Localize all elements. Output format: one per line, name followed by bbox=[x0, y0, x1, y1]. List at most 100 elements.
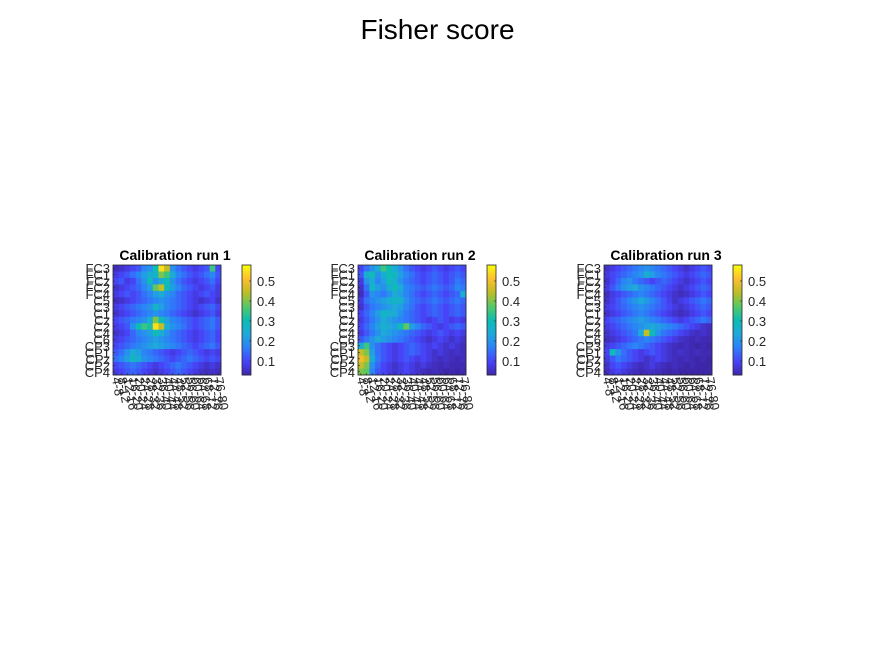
heatmap-cell bbox=[420, 284, 427, 292]
colorbar-segment bbox=[733, 312, 742, 315]
heatmap-cell bbox=[380, 265, 387, 272]
heatmap-cell bbox=[147, 277, 154, 285]
heatmap-cell bbox=[203, 277, 211, 285]
heatmap-cell bbox=[215, 284, 222, 292]
heatmap-cell bbox=[632, 329, 639, 337]
heatmap-cell bbox=[209, 349, 216, 356]
colorbar-segment bbox=[733, 365, 742, 369]
heatmap-cell bbox=[164, 297, 171, 305]
heatmap-cell bbox=[643, 310, 650, 318]
colorbar-segment bbox=[733, 353, 742, 356]
heatmap-cell bbox=[141, 316, 148, 324]
heatmap-cell bbox=[621, 271, 628, 279]
heatmap-cell bbox=[677, 271, 684, 279]
heatmap-cell bbox=[380, 316, 387, 324]
heatmap-cell bbox=[666, 277, 673, 285]
heatmap-cell bbox=[621, 277, 628, 285]
y-tick-label: C6 bbox=[584, 332, 601, 347]
heatmap-cell bbox=[660, 290, 667, 298]
heatmap-cell bbox=[158, 342, 165, 350]
heatmap-cell bbox=[689, 310, 696, 318]
heatmap-cell bbox=[192, 284, 199, 292]
heatmap-cell bbox=[683, 349, 690, 356]
heatmap-cell bbox=[420, 323, 427, 331]
colorbar-segment bbox=[242, 367, 251, 370]
heatmap-cell bbox=[124, 265, 131, 272]
colorbar-segment bbox=[733, 342, 742, 345]
colorbar-segment bbox=[242, 279, 251, 282]
heatmap-cell bbox=[689, 277, 696, 285]
heatmap-cell bbox=[363, 329, 370, 337]
heatmap-cell bbox=[164, 290, 171, 298]
heatmap-cell bbox=[443, 316, 450, 324]
heatmap-panel-2: Calibration run 2 FC3FC1FCzFC2FC4C5C3C1Cz… bbox=[330, 247, 520, 411]
heatmap-cell bbox=[689, 336, 696, 344]
heatmap-cell bbox=[683, 284, 690, 292]
heatmap-cell bbox=[124, 297, 131, 305]
heatmap-cell bbox=[706, 290, 713, 298]
heatmap-cell bbox=[689, 323, 696, 331]
heatmap-cell bbox=[621, 303, 628, 311]
heatmap-cell bbox=[638, 290, 645, 298]
x-tick-label: 72-76 bbox=[697, 376, 718, 411]
y-tick-label: FCz bbox=[86, 274, 110, 289]
heatmap-cell bbox=[448, 265, 456, 272]
heatmap-cell bbox=[215, 271, 222, 279]
heatmap-cell bbox=[192, 355, 199, 363]
heatmap-cell bbox=[443, 355, 450, 363]
heatmap-cell bbox=[454, 265, 461, 272]
heatmap-cell bbox=[443, 349, 450, 356]
colorbar-segment bbox=[487, 349, 496, 352]
colorbar-tick-label: 0.2 bbox=[502, 334, 520, 349]
heatmap-cell bbox=[158, 323, 165, 331]
heatmap-cell bbox=[694, 342, 702, 350]
heatmap-cell bbox=[124, 355, 131, 363]
heatmap-cell bbox=[192, 277, 199, 285]
heatmap-cell bbox=[124, 303, 131, 311]
heatmap-cell bbox=[392, 349, 399, 356]
colorbar-tick-label: 0.3 bbox=[748, 314, 766, 329]
heatmap-cell bbox=[414, 290, 421, 298]
x-tick-label: 56-60 bbox=[428, 376, 449, 411]
heatmap-cell bbox=[414, 342, 421, 350]
heatmap-cell bbox=[169, 323, 176, 331]
heatmap-cell bbox=[649, 284, 656, 292]
heatmap-cell bbox=[175, 290, 182, 298]
heatmap-cell bbox=[431, 284, 438, 292]
heatmap-cell bbox=[209, 271, 216, 279]
heatmap-cell bbox=[158, 290, 165, 298]
x-tick-label: 28-32 bbox=[143, 376, 164, 411]
heatmap-cell bbox=[135, 297, 142, 305]
heatmap-cell bbox=[169, 336, 176, 344]
heatmap-cell bbox=[609, 271, 616, 279]
y-tick-label: FC1 bbox=[85, 268, 110, 283]
y-tick-label: FC3 bbox=[85, 261, 110, 276]
heatmap-cell bbox=[164, 284, 171, 292]
heatmap-cell bbox=[130, 362, 137, 369]
x-tick-label: 44-48 bbox=[411, 376, 432, 411]
heatmap-cell bbox=[192, 336, 199, 344]
heatmap-cell bbox=[175, 329, 182, 337]
x-tick-label: 28-32 bbox=[634, 376, 655, 411]
heatmap-cell bbox=[420, 316, 427, 324]
heatmap-cell bbox=[420, 297, 427, 305]
x-tick-label: 76-80 bbox=[211, 376, 232, 411]
heatmap-cell bbox=[158, 277, 165, 285]
heatmap-cell bbox=[375, 355, 382, 363]
colorbar-segment bbox=[487, 334, 496, 337]
heatmap-cell bbox=[632, 336, 639, 344]
heatmap-cell bbox=[649, 336, 656, 344]
heatmap-cell bbox=[638, 362, 645, 369]
heatmap-cell bbox=[626, 349, 633, 356]
heatmap-cell bbox=[215, 290, 222, 298]
heatmap-cell bbox=[700, 342, 707, 350]
heatmap-cell bbox=[358, 368, 365, 376]
y-tick-label: CP4 bbox=[85, 365, 110, 380]
heatmap-cell bbox=[655, 349, 662, 356]
heatmap-cell bbox=[135, 290, 142, 298]
heatmap-cell bbox=[420, 355, 427, 363]
heatmap-cell bbox=[147, 284, 154, 292]
colorbar-segment bbox=[487, 283, 496, 286]
heatmap-cell bbox=[135, 310, 142, 318]
